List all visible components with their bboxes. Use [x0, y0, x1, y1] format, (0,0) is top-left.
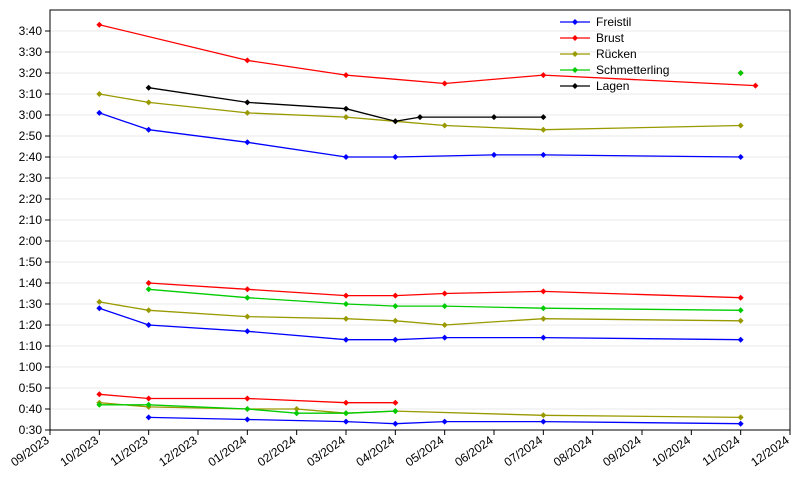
y-tick-label: 2:40 — [19, 150, 43, 164]
legend-label: Schmetterling — [596, 63, 669, 77]
y-tick-label: 0:40 — [19, 402, 43, 416]
y-tick-label: 1:00 — [19, 360, 43, 374]
y-tick-label: 0:30 — [19, 423, 43, 437]
y-tick-label: 2:10 — [19, 213, 43, 227]
y-tick-label: 1:20 — [19, 318, 43, 332]
y-tick-label: 3:40 — [19, 24, 43, 38]
y-tick-label: 1:10 — [19, 339, 43, 353]
y-tick-label: 2:20 — [19, 192, 43, 206]
legend-label: Brust — [596, 31, 625, 45]
y-tick-label: 1:40 — [19, 276, 43, 290]
y-tick-label: 3:00 — [19, 108, 43, 122]
y-tick-label: 2:50 — [19, 129, 43, 143]
y-tick-label: 3:30 — [19, 45, 43, 59]
legend-label: Lagen — [596, 79, 629, 93]
y-tick-label: 1:30 — [19, 297, 43, 311]
y-tick-label: 1:50 — [19, 255, 43, 269]
y-tick-label: 2:30 — [19, 171, 43, 185]
y-tick-label: 0:50 — [19, 381, 43, 395]
legend-label: Rücken — [596, 47, 637, 61]
y-tick-label: 3:10 — [19, 87, 43, 101]
y-tick-label: 3:20 — [19, 66, 43, 80]
y-tick-label: 2:00 — [19, 234, 43, 248]
swim-times-chart: 0:30 0:40 0:50 1:00 1:10 1:20 1:30 1:40 1:50 2:00… — [0, 0, 800, 500]
legend-label: Freistil — [596, 15, 631, 29]
